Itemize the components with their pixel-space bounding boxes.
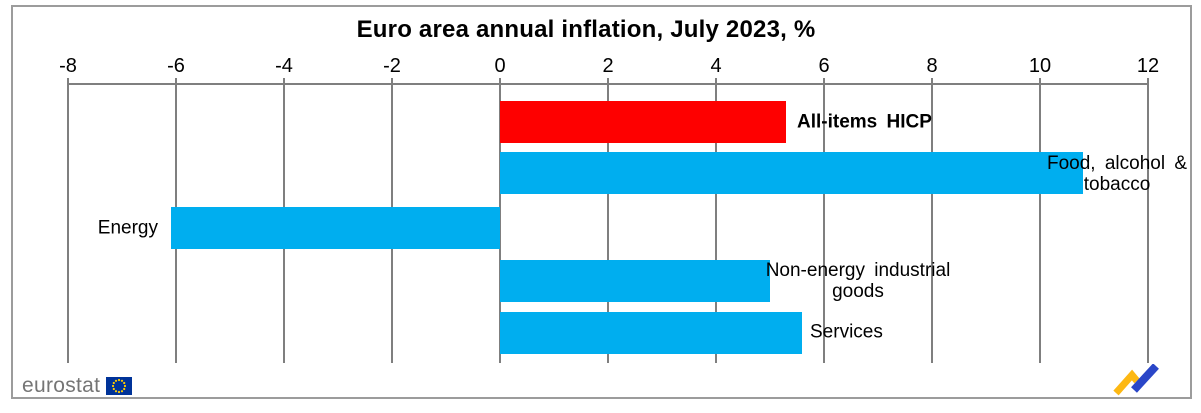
bar-all-items-hicp bbox=[500, 101, 787, 143]
eu-flag-icon bbox=[106, 377, 132, 395]
gridline-0 bbox=[499, 84, 501, 363]
tick-mark-2 bbox=[607, 78, 609, 84]
bar-label-non-energy-industrial-goods: Non-energy industrial goods bbox=[765, 260, 951, 302]
tick-label-10: 10 bbox=[1028, 55, 1052, 77]
tick-mark-8 bbox=[931, 78, 933, 84]
bar-services bbox=[500, 312, 803, 354]
bar-label-services: Services bbox=[810, 321, 883, 343]
tick-mark--6 bbox=[175, 78, 177, 84]
bar-energy bbox=[170, 207, 500, 249]
trend-zigzag-icon bbox=[1113, 364, 1159, 396]
tick-mark-10 bbox=[1039, 78, 1041, 84]
bar-label-all-items-hicp: All-items HICP bbox=[797, 111, 932, 133]
gridline-2 bbox=[607, 84, 609, 363]
gridline-12 bbox=[1147, 84, 1149, 363]
tick-label--6: -6 bbox=[167, 55, 185, 77]
tick-mark-6 bbox=[823, 78, 825, 84]
tick-label-12: 12 bbox=[1136, 55, 1160, 77]
gridline-10 bbox=[1039, 84, 1041, 363]
tick-label--4: -4 bbox=[275, 55, 293, 77]
tick-mark--2 bbox=[391, 78, 393, 84]
gridline--8 bbox=[67, 84, 69, 363]
chart-title: Euro area annual inflation, July 2023, % bbox=[356, 16, 816, 43]
tick-mark--4 bbox=[283, 78, 285, 84]
tick-label-2: 2 bbox=[602, 55, 614, 77]
bar-label-food-alcohol-tobacco: Food, alcohol & tobacco bbox=[1046, 153, 1188, 195]
tick-mark-0 bbox=[499, 78, 501, 84]
bar-food-alcohol-tobacco bbox=[500, 152, 1084, 194]
tick-label-0: 0 bbox=[494, 55, 506, 77]
tick-mark-4 bbox=[715, 78, 717, 84]
tick-mark-12 bbox=[1147, 78, 1149, 84]
tick-label-4: 4 bbox=[710, 55, 722, 77]
tick-label-6: 6 bbox=[818, 55, 830, 77]
gridline-8 bbox=[931, 84, 933, 363]
tick-label-8: 8 bbox=[926, 55, 938, 77]
bar-label-energy: Energy bbox=[97, 217, 158, 239]
gridline-6 bbox=[823, 84, 825, 363]
bar-non-energy-industrial-goods bbox=[500, 260, 770, 302]
tick-mark--8 bbox=[67, 78, 69, 84]
tick-label--8: -8 bbox=[59, 55, 77, 77]
gridline-4 bbox=[715, 84, 717, 363]
eurostat-logo-text: eurostat bbox=[22, 374, 101, 397]
tick-label--2: -2 bbox=[383, 55, 401, 77]
